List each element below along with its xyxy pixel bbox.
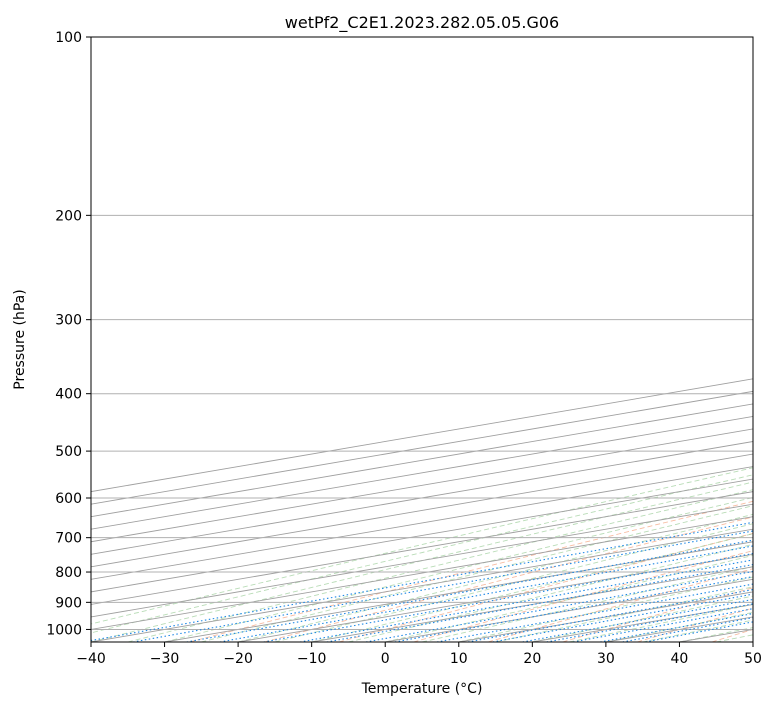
y-tick-label: 100 — [55, 30, 82, 46]
isotherm-line — [91, 428, 753, 543]
x-tick-label: 50 — [744, 651, 762, 667]
moist-adiabat-line — [458, 576, 753, 642]
moist-adiabat-line — [91, 474, 753, 634]
mixing-ratio-line — [522, 598, 753, 642]
y-tick-label: 400 — [55, 387, 82, 403]
isotherm-line — [91, 441, 753, 555]
isotherm-line — [91, 453, 753, 568]
mixing-ratio-line — [186, 539, 753, 642]
x-tick-label: 40 — [671, 651, 689, 667]
dry-adiabat-line — [189, 500, 753, 642]
dry-adiabat-line — [487, 568, 753, 642]
mixing-ratio-line — [546, 603, 753, 642]
x-tick-label: −30 — [150, 651, 180, 667]
mixing-ratio-line — [219, 545, 753, 642]
dry-adiabat-line — [562, 587, 753, 642]
y-tick-label: 900 — [55, 595, 82, 611]
y-tick-label: 700 — [55, 531, 82, 547]
mixing-ratio-line — [599, 612, 753, 642]
y-axis-ticks: 100 200 300 400 500 600 700 800 900 1000 — [46, 30, 91, 638]
isotherm-line — [91, 478, 753, 593]
isotherm-line — [91, 528, 753, 642]
mixing-ratio-line — [132, 530, 753, 642]
x-tick-label: −20 — [223, 651, 253, 667]
background-reference-lines — [91, 378, 753, 642]
isotherm-line — [91, 491, 753, 605]
x-tick-label: −40 — [76, 651, 106, 667]
y-tick-label: 500 — [55, 444, 82, 460]
y-axis-label: Pressure (hPa) — [12, 289, 28, 389]
x-tick-label: −10 — [297, 651, 327, 667]
y-tick-label: 800 — [55, 565, 82, 581]
mixing-ratio-line — [91, 521, 753, 642]
plot-frame — [90, 36, 754, 643]
y-tick-label: 1000 — [46, 622, 82, 638]
y-tick-label: 600 — [55, 491, 82, 507]
x-axis-label: Temperature (°C) — [361, 681, 483, 697]
mixing-ratio-line — [622, 617, 753, 642]
x-tick-label: 30 — [597, 651, 615, 667]
chart-title: wetPf2_C2E1.2023.282.05.05.G06 — [285, 13, 559, 33]
isotherm-line — [91, 466, 753, 580]
mixing-ratio-lines — [91, 521, 753, 642]
moist-adiabat-line — [91, 481, 753, 642]
moist-adiabat-line — [495, 586, 753, 642]
x-tick-label: 0 — [381, 651, 390, 667]
y-tick-label: 300 — [55, 313, 82, 329]
x-tick-label: 10 — [450, 651, 468, 667]
y-tick-label: 200 — [55, 208, 82, 224]
mixing-ratio-line — [572, 608, 753, 642]
x-tick-label: 20 — [523, 651, 541, 667]
isotherm-line — [91, 503, 753, 618]
mixing-ratio-line — [263, 552, 753, 642]
x-axis-ticks: −40 −30 −20 −10 0 10 20 30 40 50 — [76, 642, 762, 667]
isotherm-line — [91, 516, 753, 630]
moist-adiabat-line — [385, 554, 753, 642]
